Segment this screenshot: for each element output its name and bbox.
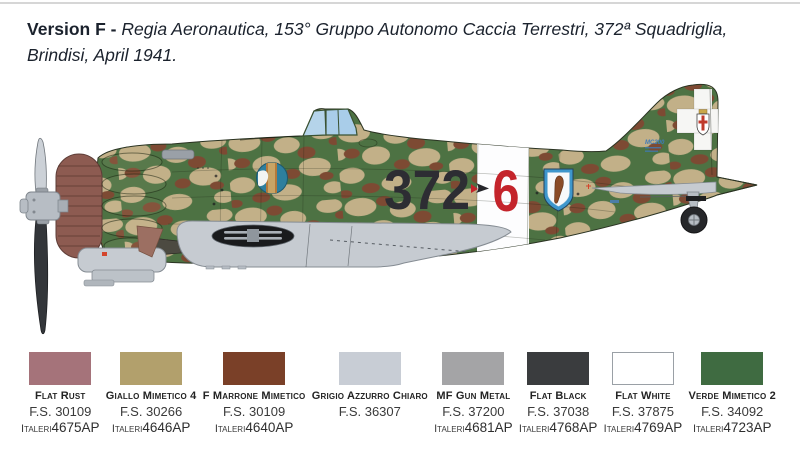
tail-cross: MC200 bbox=[645, 88, 719, 176]
propeller-hub bbox=[25, 191, 61, 221]
propeller bbox=[19, 137, 69, 335]
paint-name: Flat Rust bbox=[35, 390, 86, 402]
paint-column: Flat White F.S. 37875 Italeri4769AP bbox=[603, 348, 683, 435]
paint-name: Flat Black bbox=[529, 390, 587, 402]
paint-name: Grigio Azzurro Chiaro bbox=[311, 390, 428, 402]
marking-arrow-icon bbox=[471, 184, 478, 193]
version-label: Version F - bbox=[27, 19, 117, 39]
paint-italeri-code: Italeri4681AP bbox=[434, 420, 513, 435]
paint-italeri-code: Italeri4640AP bbox=[214, 420, 294, 435]
paint-swatch bbox=[527, 352, 590, 385]
paint-column: Grigio Azzurro Chiaro F.S. 36307 bbox=[312, 348, 428, 435]
paint-name: Verde Mimetico 2 bbox=[688, 390, 776, 402]
paint-swatch bbox=[611, 352, 674, 385]
paint-fs-number: F.S. 34092 bbox=[701, 404, 764, 419]
paint-column: Verde Mimetico 2 F.S. 34092 Italeri4723A… bbox=[688, 348, 776, 435]
paint-fs-number: F.S. 30266 bbox=[120, 404, 183, 419]
landing-gear-fairing bbox=[77, 225, 167, 287]
caption-line1: Regia Aeronautica, 153° Gruppo Autonomo … bbox=[121, 19, 728, 39]
paint-name: MF Gun Metal bbox=[436, 390, 511, 402]
paint-swatch bbox=[223, 352, 286, 385]
squadron-code: 372 bbox=[384, 158, 470, 221]
paint-italeri-code: Italeri4646AP bbox=[111, 420, 191, 435]
paint-column: MF Gun Metal F.S. 37200 Italeri4681AP bbox=[434, 348, 513, 435]
caption: Version F - Regia Aeronautica, 153° Grup… bbox=[27, 16, 777, 68]
paint-swatch bbox=[338, 352, 401, 385]
paint-swatch bbox=[442, 352, 505, 385]
fin-stencil-text: MC200 bbox=[645, 140, 665, 152]
propeller-blade-lower bbox=[34, 218, 49, 335]
aircraft-svg: MC200 372 6 bbox=[19, 83, 758, 335]
paint-column: F Marrone Mimetico F.S. 30109 Italeri464… bbox=[203, 348, 306, 435]
rudder-hinge-line bbox=[709, 88, 713, 176]
paint-italeri-code: Italeri4768AP bbox=[518, 420, 598, 435]
paint-italeri-code: Italeri4723AP bbox=[692, 420, 772, 435]
paint-column: Flat Black F.S. 37038 Italeri4768AP bbox=[518, 348, 598, 435]
aircraft-number: 6 bbox=[493, 159, 520, 224]
stencil-marks bbox=[586, 184, 619, 203]
aircraft-illustration: MC200 372 6 bbox=[0, 80, 800, 350]
paint-italeri-code: Italeri4769AP bbox=[603, 420, 683, 435]
paint-name: Flat White bbox=[615, 390, 671, 402]
page-top-rule bbox=[0, 2, 800, 4]
squadriglia-badge-icon bbox=[543, 168, 574, 212]
paint-palette: Flat Rust F.S. 30109 Italeri4675AP Giall… bbox=[0, 348, 800, 435]
propeller-blade-upper bbox=[34, 137, 47, 194]
paint-fs-number: F.S. 37875 bbox=[611, 404, 675, 419]
paint-swatch bbox=[120, 352, 183, 385]
paint-fs-number: F.S. 30109 bbox=[223, 404, 286, 419]
paint-fs-number: F.S. 36307 bbox=[338, 404, 401, 419]
svg-text:MC200: MC200 bbox=[645, 140, 665, 146]
paint-name: Giallo Mimetico 4 bbox=[105, 390, 197, 402]
gun-fairing bbox=[161, 149, 195, 160]
paint-italeri-code: Italeri4675AP bbox=[21, 420, 100, 435]
gruppo-emblem-icon bbox=[256, 162, 288, 194]
paint-name: F Marrone Mimetico bbox=[202, 390, 306, 402]
paint-column: Giallo Mimetico 4 F.S. 30266 Italeri4646… bbox=[106, 348, 197, 435]
paint-fs-number: F.S. 37038 bbox=[527, 404, 590, 419]
savoy-crest-icon bbox=[696, 109, 710, 136]
wing bbox=[176, 220, 512, 270]
paint-swatch bbox=[701, 352, 764, 385]
wing-root-fairing bbox=[136, 225, 164, 258]
canopy bbox=[161, 108, 378, 160]
paint-swatch bbox=[29, 352, 92, 385]
fuselage-markings: 372 6 bbox=[384, 158, 520, 224]
paint-column: Flat Rust F.S. 30109 Italeri4675AP bbox=[21, 348, 100, 435]
caption-line2: Brindisi, April 1941. bbox=[27, 45, 178, 65]
paint-fs-number: F.S. 37200 bbox=[442, 404, 505, 419]
paint-fs-number: F.S. 30109 bbox=[29, 404, 92, 419]
white-fuselage-band bbox=[475, 135, 530, 263]
tail-wheel bbox=[680, 191, 708, 234]
